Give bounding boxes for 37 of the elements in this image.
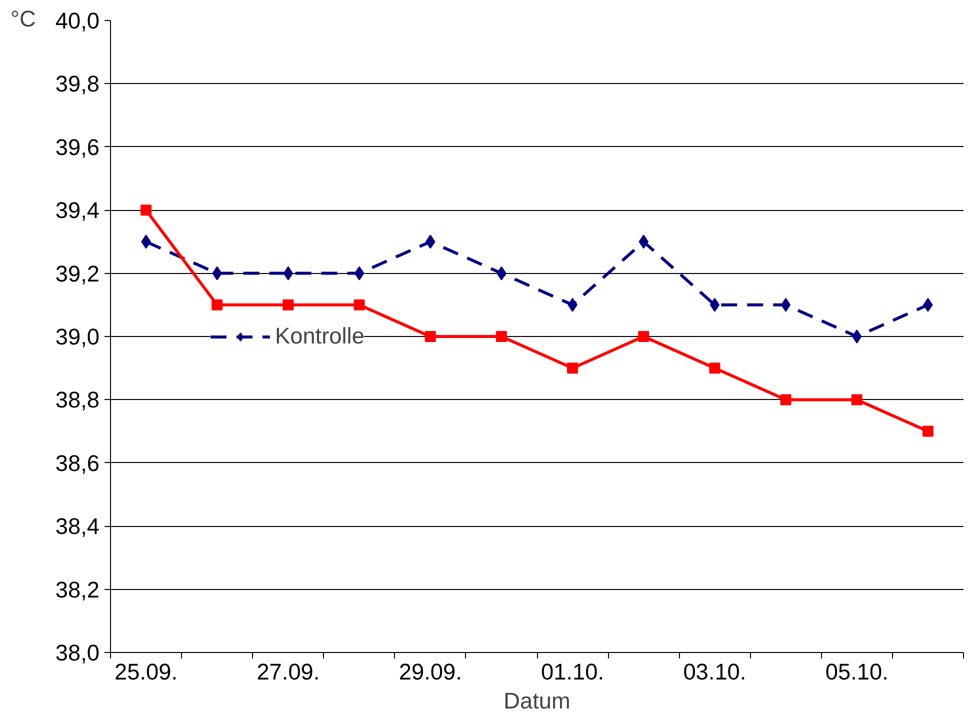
point [354,266,364,280]
point [212,299,223,310]
point [140,204,152,216]
x-axis-title: Datum [504,688,570,714]
x-tick-label: 25.09. [114,658,178,684]
point [638,331,650,342]
point [922,426,934,437]
y-tick-label: 38,2 [55,576,100,602]
point [780,394,792,406]
y-tick-label: 39,6 [55,134,100,160]
y-tick-label: 39,8 [55,70,100,97]
x-tick-label: 03.10. [683,658,746,684]
x-tick-label: 01.10. [541,658,604,684]
point [710,298,720,312]
y-tick-label: 40,0 [55,8,100,34]
y-tick-label: 39,2 [55,260,100,286]
y-tick-label: 39,4 [55,197,100,224]
point [424,331,436,342]
legend-label: Kontrolle [275,322,364,350]
y-axis-title: °C [10,6,36,32]
y-tick-label: 39,0 [55,324,100,350]
point [780,298,791,312]
point [567,362,578,374]
point [496,331,507,342]
x-tick-label: 27.09. [256,658,320,684]
point [283,266,294,280]
y-tick-label: 38,6 [55,450,100,476]
point [282,299,294,310]
y-tick-label: 38,0 [55,640,100,666]
point [851,394,862,406]
point [852,330,862,344]
x-tick-label: 29.09. [398,658,462,684]
y-tick-label: 38,4 [55,513,100,540]
point [709,362,720,374]
point [354,299,365,310]
y-tick-label: 38,8 [55,386,100,413]
x-tick-label: 05.10. [825,658,888,684]
